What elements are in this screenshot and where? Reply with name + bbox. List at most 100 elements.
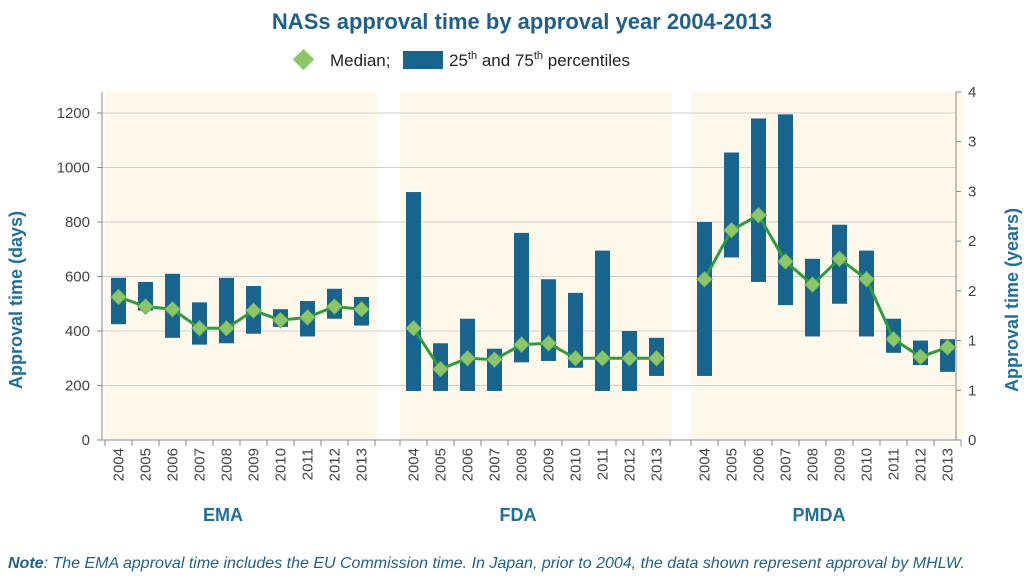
median-marker-ema-2012: [326, 298, 343, 315]
x-tick-label: 2009: [832, 448, 849, 481]
y-tick-label-left: 1000: [57, 160, 90, 177]
panel-ema: [105, 92, 377, 440]
median-marker-pmda-2006: [750, 206, 767, 224]
bar-pmda-2004: [697, 222, 712, 376]
x-tick-label: 2013: [649, 448, 666, 481]
y-tick-label-left: 1200: [57, 105, 90, 122]
x-tick-label: 2004: [697, 448, 714, 481]
x-axis-ticks: 2004 2005 2006 2007 2008 2009 2010 2011 2012 2013…: [104, 440, 962, 481]
x-tick-label: 2012: [622, 448, 639, 481]
median-marker-fda-2011: [594, 349, 611, 367]
x-tick-label: 2011: [886, 448, 903, 480]
x-tick-label: 2006: [460, 448, 477, 481]
x-tick-label: 2005: [433, 448, 450, 481]
y-axis-right-label: Approval time (years): [1002, 208, 1022, 392]
x-tick-label: 2013: [940, 448, 957, 481]
x-tick-label: 2011: [300, 448, 317, 480]
median-marker-ema-2013: [353, 300, 370, 318]
y-tick-label-right: 3: [968, 134, 976, 151]
panel-backgrounds: [105, 92, 963, 440]
panel-pmda: [691, 92, 963, 440]
x-tick-label: 2012: [327, 448, 344, 481]
median-marker-ema-2010: [272, 311, 289, 329]
x-tick-label: 2008: [514, 448, 531, 481]
x-tick-label: 2010: [273, 448, 290, 481]
group-label-ema: EMA: [203, 505, 243, 525]
x-tick-label: 2007: [778, 448, 795, 481]
x-tick-label: 2006: [751, 448, 768, 481]
median-line-pmda: [703, 213, 948, 359]
median-marker-fda-2005: [432, 360, 449, 378]
median-line-fda: [412, 327, 657, 372]
median-marker-ema-2011: [299, 309, 316, 326]
median-line-ema: [118, 295, 362, 330]
group-label-fda: FDA: [500, 505, 537, 525]
y-tick-label-right: 0: [968, 432, 976, 449]
x-tick-label: 2009: [246, 448, 263, 481]
chart-title: NASs approval time by approval year 2004…: [272, 9, 772, 34]
median-marker-pmda-2010: [858, 270, 875, 288]
legend-median-label: Median;: [330, 51, 390, 70]
y-tick-label-right: 1: [968, 333, 976, 350]
bar-fda-2010: [568, 292, 583, 368]
axes: [101, 92, 957, 441]
x-tick-label: 2007: [487, 448, 504, 481]
x-tick-label: 2011: [595, 448, 612, 480]
median-marker-fda-2010: [567, 349, 584, 367]
bar-pmda-2008: [805, 258, 820, 337]
x-tick-label: 2010: [859, 448, 876, 481]
median-series: [110, 206, 956, 378]
y-tick-label-left: 600: [65, 269, 90, 286]
median-marker-fda-2006: [459, 349, 476, 367]
footnote-label: Note: [8, 555, 44, 572]
x-tick-label: 2008: [805, 448, 822, 481]
legend-range-swatch: [403, 51, 443, 69]
median-marker-ema-2005: [137, 298, 154, 315]
x-tick-label: 2012: [913, 448, 930, 481]
bar-pmda-2006: [751, 118, 766, 282]
y-tick-label-left: 200: [65, 378, 90, 395]
median-marker-ema-2007: [191, 319, 208, 337]
y-axis-left-ticks: 0 200 400 600 800 1000 1200: [57, 105, 102, 449]
x-tick-label: 2009: [541, 448, 558, 481]
median-marker-pmda-2007: [777, 253, 794, 270]
y-tick-label-right: 2: [968, 233, 976, 250]
legend: Median; 25th and 75th percentiles: [292, 48, 630, 71]
group-label-pmda: PMDA: [793, 505, 846, 525]
median-marker-pmda-2008: [804, 276, 821, 294]
x-tick-label: 2005: [138, 448, 155, 481]
x-tick-label: 2010: [568, 448, 585, 481]
median-marker-pmda-2011: [885, 330, 902, 348]
median-marker-ema-2004: [110, 288, 127, 306]
median-marker-fda-2004: [405, 319, 422, 337]
bar-pmda-2007: [778, 114, 793, 306]
median-marker-fda-2007: [486, 351, 503, 368]
median-marker-fda-2013: [648, 349, 665, 367]
footnote-text: : The EMA approval time includes the EU …: [43, 555, 965, 572]
median-marker-ema-2009: [245, 302, 262, 319]
y-tick-label-right: 3: [968, 183, 976, 200]
y-tick-label-right: 4: [968, 84, 976, 101]
median-marker-fda-2009: [540, 334, 557, 352]
y-tick-label-right: 2: [968, 283, 976, 300]
y-tick-label-left: 0: [82, 432, 90, 449]
x-tick-label: 2005: [724, 448, 741, 481]
x-tick-label: 2013: [354, 448, 371, 481]
x-tick-label: 2008: [219, 448, 236, 481]
footnote: Note: The EMA approval time includes the…: [8, 555, 965, 573]
x-tick-label: 2004: [406, 448, 423, 481]
gridlines: [102, 112, 956, 386]
median-marker-pmda-2012: [912, 348, 929, 366]
x-tick-label: 2007: [192, 448, 209, 481]
y-tick-label-left: 800: [65, 214, 90, 231]
median-marker-pmda-2005: [723, 221, 740, 239]
median-marker-fda-2012: [621, 349, 638, 367]
bar-fda-2011: [595, 250, 610, 391]
median-marker-ema-2006: [164, 300, 181, 318]
legend-range-label: 25th and 75th percentiles: [449, 50, 630, 70]
x-tick-label: 2004: [111, 448, 128, 481]
y-axis-left-label: Approval time (days): [6, 211, 26, 389]
bar-fda-2008: [514, 232, 529, 363]
x-tick-label: 2006: [165, 448, 182, 481]
